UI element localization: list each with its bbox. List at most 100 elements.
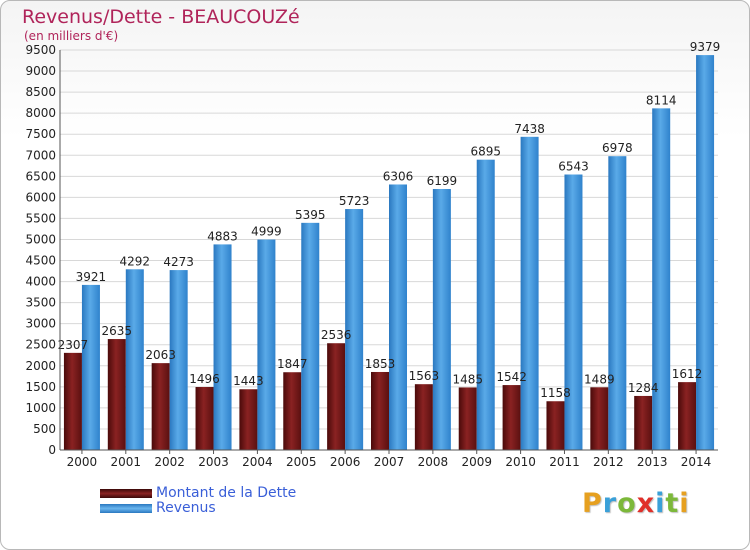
- bars: [63, 55, 715, 451]
- x-tick-label: 2006: [330, 455, 361, 469]
- data-label-dette: 1485: [452, 372, 483, 386]
- data-label-dette: 1563: [409, 369, 440, 383]
- x-tick-label: 2008: [418, 455, 449, 469]
- data-label-dette: 2063: [145, 348, 176, 362]
- y-tick-label: 7500: [25, 127, 56, 141]
- bar-revenus: [257, 239, 276, 450]
- data-label-dette: 2536: [321, 328, 352, 342]
- data-label-dette: 1612: [672, 367, 703, 381]
- legend-label-revenus: Revenus: [156, 500, 216, 516]
- data-label-dette: 2635: [102, 324, 133, 338]
- x-tick-label: 2003: [198, 455, 229, 469]
- y-tick-label: 1000: [25, 401, 56, 415]
- logo-letter: t: [665, 488, 680, 519]
- data-label-dette: 1542: [496, 370, 527, 384]
- logo-letter: i: [655, 488, 666, 519]
- data-label-revenus: 4999: [251, 225, 282, 239]
- y-tick-label: 2000: [25, 359, 56, 373]
- bar-revenus: [81, 284, 100, 450]
- bar-revenus: [389, 184, 407, 451]
- y-tick-label: 9500: [25, 43, 56, 57]
- bar-dette: [546, 401, 565, 450]
- bar-revenus: [652, 108, 671, 450]
- data-label-dette: 1853: [365, 357, 396, 371]
- x-tick-label: 2001: [111, 455, 142, 469]
- y-tick-label: 500: [33, 422, 56, 436]
- bar-revenus: [696, 55, 715, 451]
- logo-letter: i: [679, 488, 690, 519]
- y-tick-label: 1500: [25, 380, 56, 394]
- y-tick-label: 5500: [25, 211, 56, 225]
- bar-dette: [195, 387, 214, 450]
- x-tick-label: 2000: [67, 455, 98, 469]
- data-label-revenus: 8114: [646, 93, 677, 107]
- data-label-revenus: 4273: [163, 255, 194, 269]
- proxiti-logo: Proxiti: [582, 488, 690, 519]
- data-label-dette: 1489: [584, 372, 615, 386]
- logo-letter: x: [636, 488, 656, 519]
- bar-dette: [107, 339, 126, 450]
- chart-title: Revenus/Dette - BEAUCOUZé: [22, 6, 300, 28]
- y-tick-label: 4500: [25, 254, 56, 268]
- x-tick-label: 2013: [637, 455, 668, 469]
- data-label-revenus: 3921: [76, 270, 107, 284]
- x-tick-label: 2014: [681, 455, 712, 469]
- bar-revenus: [432, 188, 451, 450]
- data-label-revenus: 6543: [558, 160, 589, 174]
- bar-dette: [458, 387, 477, 450]
- bar-dette: [634, 395, 653, 450]
- data-label-dette: 1443: [233, 374, 264, 388]
- axes: [59, 50, 718, 451]
- y-axis-ticks: 0 500 1000 1500 2000 2500 3000 3500 4000 4500 5000…: [25, 43, 56, 457]
- bar-revenus: [125, 269, 144, 450]
- bar-dette: [414, 384, 433, 450]
- logo-letter: P: [582, 488, 603, 519]
- data-label-revenus: 6978: [602, 141, 633, 155]
- x-tick-label: 2012: [593, 455, 624, 469]
- bar-revenus: [520, 136, 539, 451]
- bar-dette: [283, 372, 302, 450]
- data-label-dette: 1496: [189, 372, 220, 386]
- y-tick-label: 7000: [25, 148, 56, 162]
- data-labels: 2307 3921 2635 4292 2063 4273 1496 4883 1443 4999…: [58, 40, 721, 400]
- bar-dette: [63, 352, 82, 450]
- bar-dette: [590, 387, 609, 450]
- x-tick-label: 2002: [154, 455, 185, 469]
- bar-revenus: [301, 222, 320, 450]
- data-label-dette: 1158: [540, 386, 571, 400]
- y-tick-label: 6000: [25, 190, 56, 204]
- data-label-revenus: 5395: [295, 208, 326, 222]
- legend-label-debt: Montant de la Dette: [156, 485, 297, 501]
- x-tick-label: 2004: [242, 455, 273, 469]
- x-tick-label: 2005: [286, 455, 317, 469]
- y-tick-label: 8500: [25, 85, 56, 99]
- y-tick-label: 3500: [25, 296, 56, 310]
- x-tick-label: 2009: [461, 455, 492, 469]
- bar-revenus: [476, 159, 495, 450]
- y-tick-label: 4000: [25, 275, 56, 289]
- data-label-revenus: 4292: [120, 254, 151, 268]
- bar-dette: [678, 382, 697, 450]
- data-label-revenus: 6895: [470, 145, 501, 159]
- bar-dette: [151, 363, 170, 450]
- x-tick-label: 2010: [505, 455, 536, 469]
- bar-dette: [239, 389, 258, 450]
- y-tick-label: 9000: [25, 64, 56, 78]
- data-label-dette: 1284: [628, 381, 659, 395]
- logo-letter: o: [617, 488, 637, 519]
- y-tick-label: 8000: [25, 106, 56, 120]
- data-label-revenus: 5723: [339, 194, 370, 208]
- bar-revenus: [608, 156, 627, 451]
- data-label-dette: 2307: [58, 338, 89, 352]
- x-tick-label: 2011: [549, 455, 580, 469]
- data-label-revenus: 9379: [690, 40, 721, 54]
- y-tick-label: 3000: [25, 317, 56, 331]
- legend-swatch-revenus: [100, 504, 152, 513]
- chart-subtitle: (en milliers d'€): [24, 29, 119, 43]
- x-tick-label: 2007: [374, 455, 405, 469]
- legend-swatch-debt: [100, 489, 152, 498]
- bar-dette: [502, 385, 521, 450]
- logo-letter: r: [602, 488, 618, 519]
- data-label-dette: 1847: [277, 357, 308, 371]
- data-label-revenus: 7438: [514, 122, 545, 136]
